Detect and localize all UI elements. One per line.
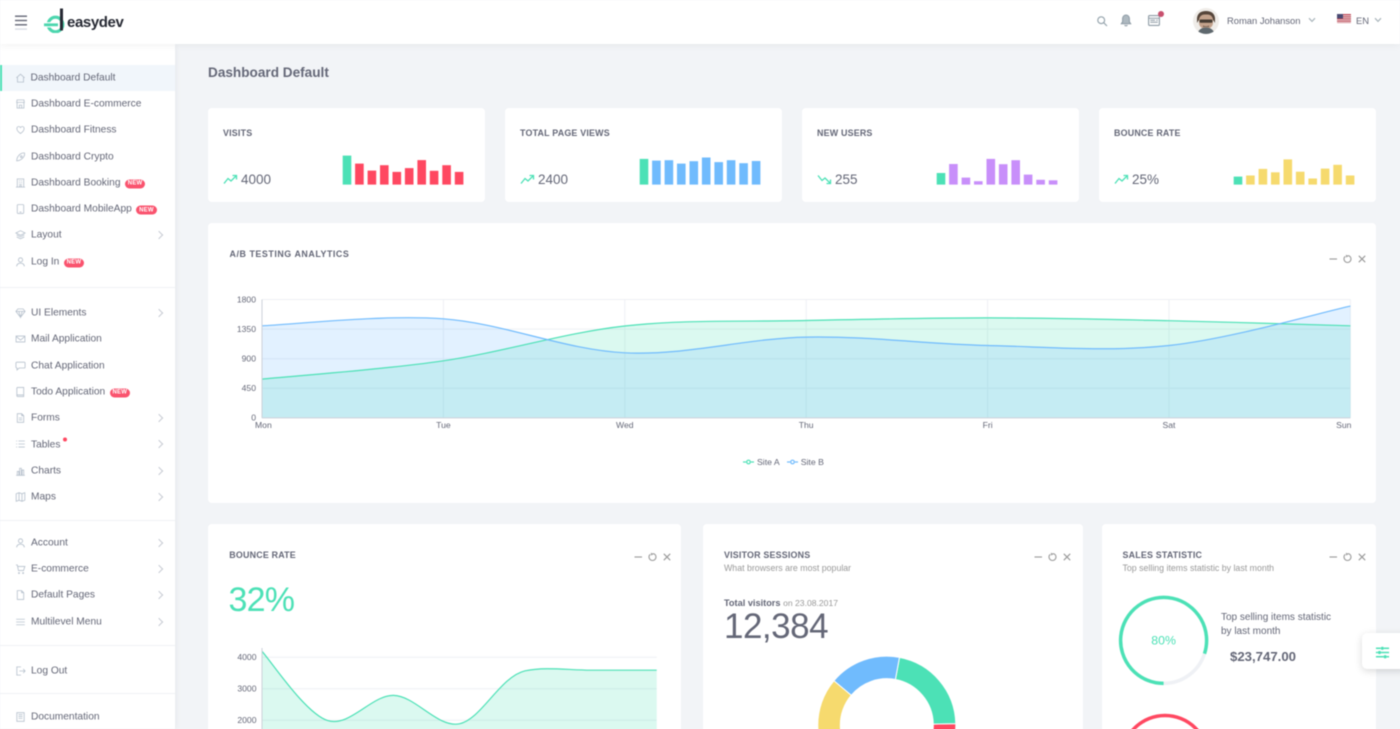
svg-text:450: 450	[242, 383, 257, 393]
svg-text:3000: 3000	[237, 684, 256, 694]
svg-text:Mon: Mon	[255, 420, 272, 430]
svg-text:Sat: Sat	[1163, 420, 1177, 430]
svg-text:Sun: Sun	[1336, 420, 1352, 430]
svg-text:0: 0	[251, 412, 256, 422]
svg-text:4000: 4000	[237, 652, 256, 662]
svg-text:Wed: Wed	[616, 420, 634, 430]
svg-text:1800: 1800	[237, 294, 256, 304]
svg-text:80%: 80%	[1151, 633, 1176, 647]
svg-text:Tue: Tue	[436, 420, 451, 430]
svg-text:Thu: Thu	[799, 420, 814, 430]
svg-text:Fri: Fri	[983, 420, 993, 430]
svg-text:1350: 1350	[237, 323, 256, 333]
svg-text:900: 900	[242, 353, 257, 363]
svg-text:2000: 2000	[237, 715, 256, 725]
